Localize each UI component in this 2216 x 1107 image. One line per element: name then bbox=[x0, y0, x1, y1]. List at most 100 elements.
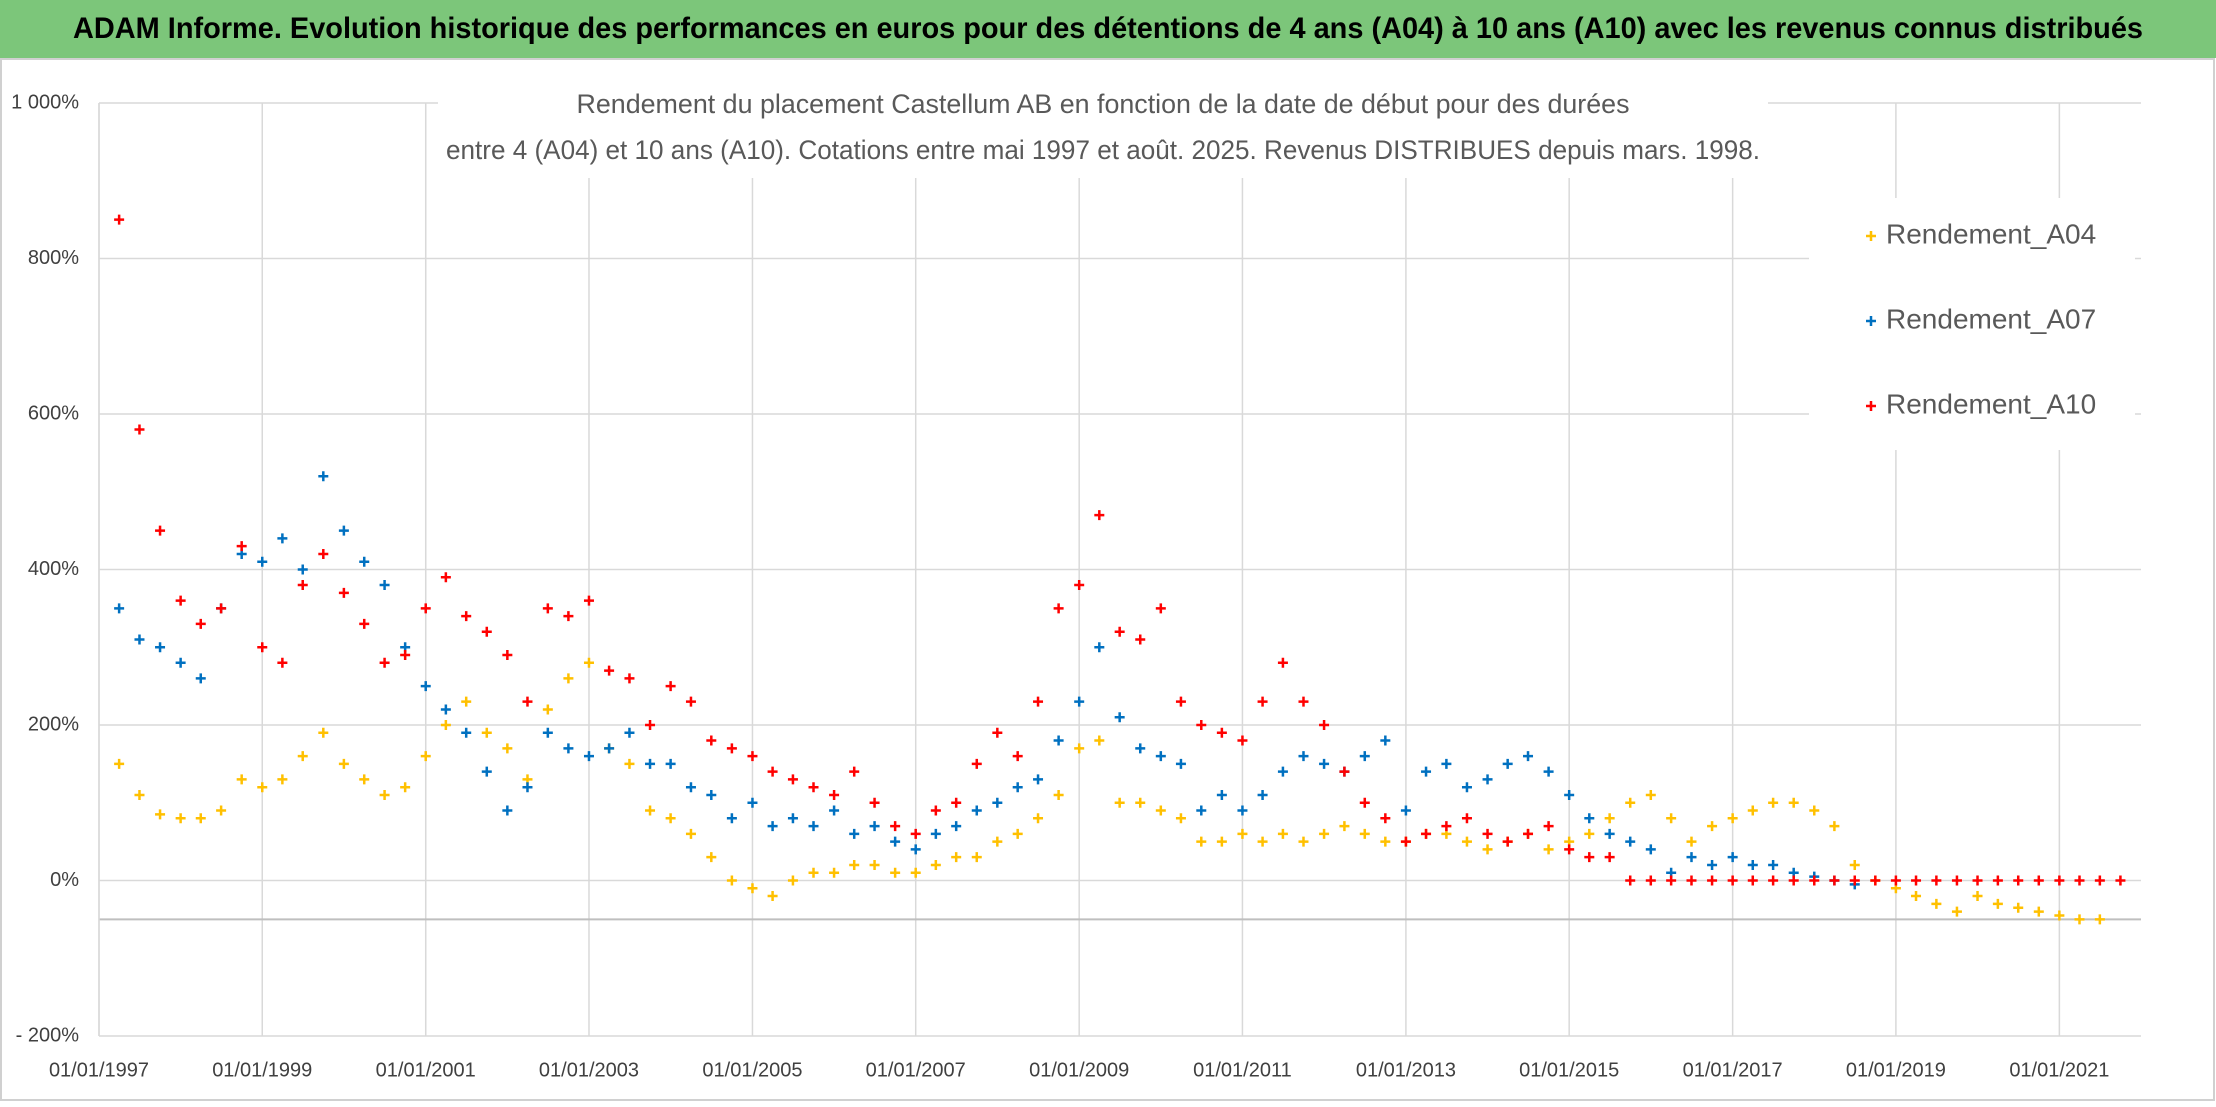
point bbox=[175, 657, 186, 668]
point bbox=[461, 696, 472, 707]
point bbox=[1686, 852, 1697, 863]
point bbox=[583, 595, 594, 606]
point bbox=[1911, 891, 1922, 902]
point bbox=[1992, 875, 2003, 886]
point bbox=[1277, 766, 1288, 777]
point bbox=[1196, 805, 1207, 816]
x-tick-label: 01/01/1999 bbox=[212, 1059, 312, 1081]
point bbox=[1319, 828, 1330, 839]
point bbox=[706, 852, 717, 863]
point bbox=[645, 805, 656, 816]
point bbox=[236, 774, 247, 785]
point bbox=[297, 751, 308, 762]
point bbox=[1094, 735, 1105, 746]
point bbox=[890, 836, 901, 847]
point bbox=[1666, 875, 1677, 886]
point bbox=[1707, 821, 1718, 832]
point bbox=[645, 720, 656, 730]
point bbox=[2054, 875, 2065, 886]
point bbox=[808, 867, 819, 878]
legend-label: Rendement_A07 bbox=[1886, 303, 2096, 334]
point bbox=[134, 789, 145, 800]
point bbox=[1768, 859, 1779, 870]
point bbox=[400, 650, 411, 661]
grid: - 200% 0% 200% 400% 600% 800% 1 000% 01/01/1997… bbox=[11, 91, 2141, 1081]
point bbox=[175, 813, 186, 824]
point bbox=[1074, 580, 1085, 591]
point bbox=[787, 813, 798, 824]
point bbox=[849, 766, 860, 777]
point bbox=[1564, 789, 1575, 800]
point bbox=[685, 696, 696, 707]
legend-marker bbox=[1866, 401, 1876, 411]
point bbox=[1461, 836, 1472, 847]
point bbox=[951, 797, 962, 808]
point bbox=[1543, 844, 1554, 855]
point bbox=[747, 751, 758, 762]
legend: Rendement_A04 Rendement_A07 Rendement_A10 bbox=[1809, 198, 2135, 450]
point bbox=[420, 681, 431, 692]
point bbox=[1114, 626, 1125, 637]
point bbox=[992, 727, 1003, 738]
point bbox=[1053, 603, 1064, 614]
point bbox=[502, 805, 513, 816]
point bbox=[277, 774, 288, 785]
point bbox=[1482, 828, 1493, 839]
point bbox=[1135, 634, 1146, 645]
point bbox=[1216, 727, 1227, 738]
point bbox=[1135, 743, 1146, 754]
point bbox=[1033, 696, 1044, 707]
point bbox=[1380, 836, 1391, 847]
point bbox=[1421, 766, 1432, 777]
point bbox=[665, 758, 676, 769]
x-tick-label: 01/01/2003 bbox=[539, 1059, 639, 1081]
point bbox=[1461, 813, 1472, 824]
point bbox=[1625, 875, 1636, 886]
point bbox=[1788, 797, 1799, 808]
point bbox=[1829, 875, 1840, 886]
point bbox=[1972, 891, 1983, 902]
x-tick-label: 01/01/1997 bbox=[49, 1059, 149, 1081]
point bbox=[2033, 875, 2044, 886]
point bbox=[1747, 875, 1758, 886]
point bbox=[665, 681, 676, 692]
point bbox=[767, 821, 778, 832]
point bbox=[502, 743, 513, 754]
point bbox=[604, 743, 615, 754]
point bbox=[1747, 805, 1758, 816]
point bbox=[359, 618, 370, 629]
y-tick-label: 400% bbox=[28, 558, 79, 580]
point bbox=[522, 696, 533, 707]
point bbox=[114, 603, 125, 614]
point bbox=[1482, 774, 1493, 785]
legend-box bbox=[1809, 198, 2135, 450]
x-tick-label: 01/01/2015 bbox=[1519, 1059, 1619, 1081]
header: ADAM Informe. Evolution historique des p… bbox=[73, 12, 2143, 45]
point bbox=[971, 805, 982, 816]
point bbox=[1074, 696, 1085, 707]
point bbox=[1666, 813, 1677, 824]
point bbox=[257, 782, 268, 793]
point bbox=[1135, 797, 1146, 808]
point bbox=[624, 727, 635, 738]
point bbox=[114, 758, 125, 769]
point bbox=[706, 735, 717, 746]
point bbox=[890, 867, 901, 878]
point bbox=[1359, 751, 1370, 762]
x-tick-label: 01/01/2011 bbox=[1193, 1059, 1292, 1081]
point bbox=[1768, 875, 1779, 886]
point bbox=[1380, 735, 1391, 746]
point bbox=[195, 673, 206, 684]
point bbox=[2094, 914, 2105, 925]
point bbox=[1849, 859, 1860, 870]
point bbox=[1768, 797, 1779, 808]
point bbox=[1175, 696, 1186, 707]
point bbox=[1686, 836, 1697, 847]
point bbox=[1114, 712, 1125, 723]
point bbox=[359, 774, 370, 785]
point bbox=[1625, 797, 1636, 808]
point bbox=[1747, 859, 1758, 870]
point bbox=[1441, 821, 1452, 832]
title-box bbox=[438, 84, 1768, 178]
